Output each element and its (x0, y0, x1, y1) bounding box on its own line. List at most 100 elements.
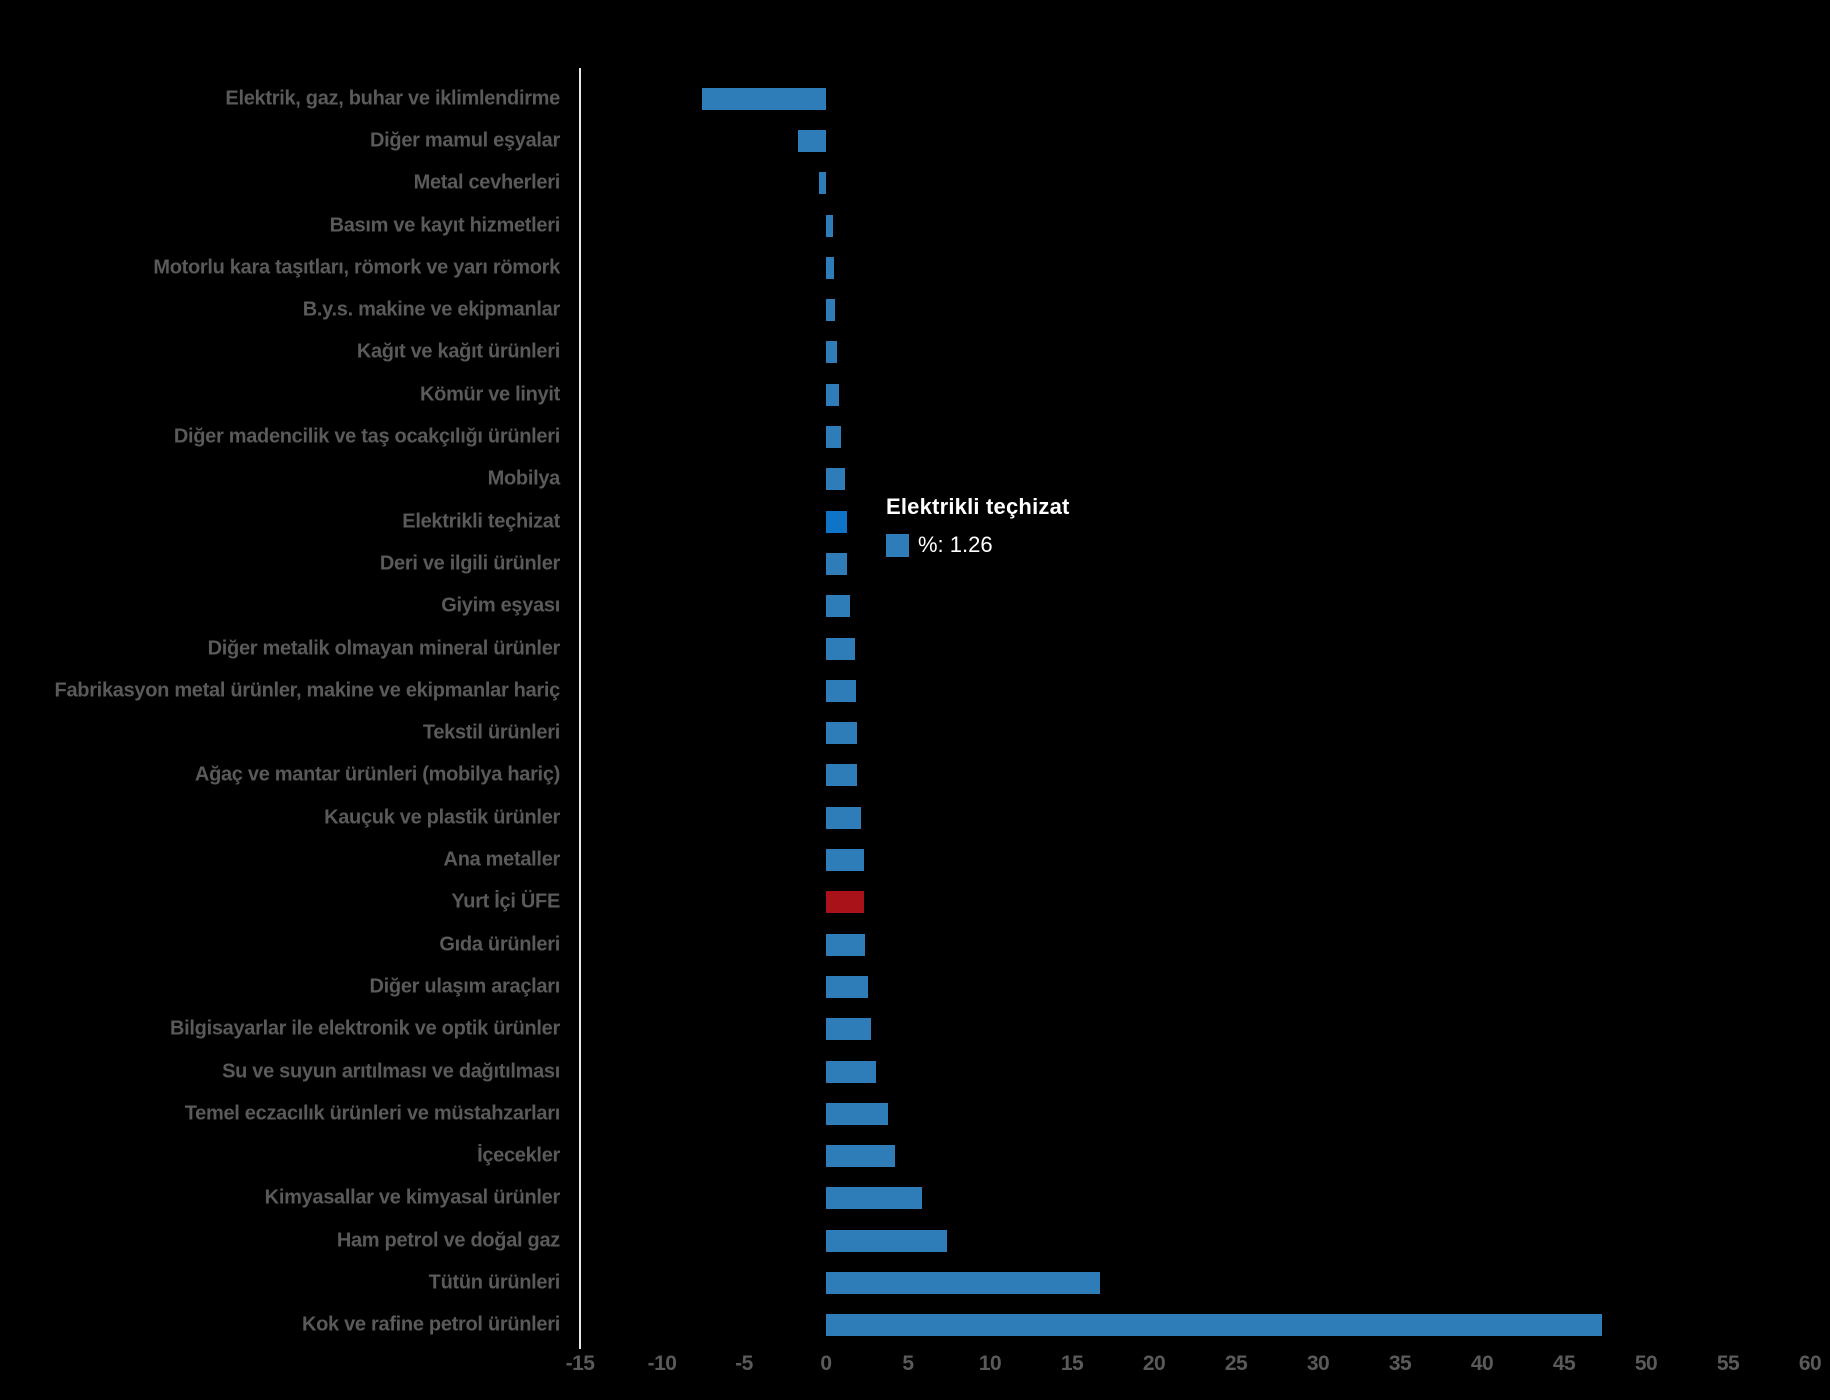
category-label: Tütün ürünleri (428, 1271, 561, 1294)
category-label: İçecekler (477, 1144, 560, 1167)
bar-pos[interactable] (826, 1314, 1603, 1337)
category-axis-line (579, 68, 581, 1349)
chart-row: İçecekler (0, 1135, 1830, 1177)
chart-row: Diğer metalik olmayan mineral ürünler (0, 627, 1830, 669)
chart-row: Yurt İçi ÜFE (0, 881, 1830, 923)
x-tick-label: 50 (1634, 1352, 1658, 1375)
bar-neg[interactable] (818, 172, 826, 195)
bar-pos[interactable] (826, 679, 856, 702)
tooltip-value: %: 1.26 (918, 532, 993, 557)
tooltip-value-row: %: 1.26 (886, 532, 1070, 558)
bar-pos[interactable] (826, 1060, 876, 1083)
category-label: Gıda ürünleri (439, 933, 560, 956)
chart-row: Kömür ve linyit (0, 374, 1830, 416)
bar-pos[interactable] (826, 1272, 1101, 1295)
chart-row: Elektrik, gaz, buhar ve iklimlendirme (0, 78, 1830, 120)
x-tick-label: 35 (1388, 1352, 1412, 1375)
category-label: Giyim eşyası (441, 594, 560, 617)
x-tick-label: 55 (1716, 1352, 1740, 1375)
bar-pos[interactable] (826, 214, 833, 237)
bar-neg[interactable] (798, 129, 826, 152)
bar-pos[interactable] (826, 975, 869, 998)
bar-pos[interactable] (826, 891, 865, 914)
chart-row: Su ve suyun arıtılması ve dağıtılması (0, 1050, 1830, 1092)
tooltip: Elektrikli teçhizat %: 1.26 (886, 494, 1070, 558)
bar-pos[interactable] (826, 764, 858, 787)
x-tick-label: -15 (565, 1352, 595, 1375)
category-label: Kömür ve linyit (420, 383, 560, 406)
category-label: Ham petrol ve doğal gaz (336, 1229, 560, 1252)
category-label: Fabrikasyon metal ürünler, makine ve eki… (54, 679, 561, 702)
category-label: Kok ve rafine petrol ürünleri (301, 1313, 560, 1336)
chart-row: Ham petrol ve doğal gaz (0, 1220, 1830, 1262)
category-label: Bilgisayarlar ile elektronik ve optik ür… (170, 1017, 560, 1040)
category-label: Ana metaller (443, 848, 561, 871)
x-tick-label: 40 (1470, 1352, 1494, 1375)
chart-row: B.y.s. makine ve ekipmanlar (0, 289, 1830, 331)
x-tick-label: -5 (735, 1352, 753, 1375)
bar-pos[interactable] (826, 806, 861, 829)
category-label: Diğer ulaşım araçları (369, 975, 561, 998)
bar-pos[interactable] (826, 341, 837, 364)
chart-row: Diğer madencilik ve taş ocakçılığı ürünl… (0, 416, 1830, 458)
category-label: Tekstil ürünleri (422, 721, 560, 744)
category-label: Mobilya (487, 467, 561, 490)
category-label: Diğer metalik olmayan mineral ürünler (207, 637, 561, 660)
bar-pos[interactable] (826, 299, 836, 322)
bar-pos[interactable] (826, 1145, 895, 1168)
chart-row: Mobilya (0, 458, 1830, 500)
bar-pos[interactable] (826, 468, 846, 491)
category-label: Kimyasallar ve kimyasal ürünler (264, 1186, 561, 1209)
chart-row: Tekstil ürünleri (0, 712, 1830, 754)
chart-row: Diğer ulaşım araçları (0, 966, 1830, 1008)
chart-row: Kağıt ve kağıt ürünleri (0, 331, 1830, 373)
x-tick-label: 10 (978, 1352, 1002, 1375)
category-label: B.y.s. makine ve ekipmanlar (302, 298, 561, 321)
category-label: Elektrik, gaz, buhar ve iklimlendirme (225, 87, 560, 110)
x-tick-label: 20 (1142, 1352, 1166, 1375)
category-label: Temel eczacılık ürünleri ve müstahzarlar… (184, 1102, 561, 1125)
bar-pos[interactable] (826, 426, 841, 449)
chart-row: Fabrikasyon metal ürünler, makine ve eki… (0, 670, 1830, 712)
category-label: Yurt İçi ÜFE (451, 890, 560, 913)
chart-row: Kok ve rafine petrol ürünleri (0, 1304, 1830, 1346)
bar-pos[interactable] (826, 849, 864, 872)
bar-pos[interactable] (826, 1229, 947, 1252)
chart-row: Kauçuk ve plastik ürünler (0, 797, 1830, 839)
category-label: Motorlu kara taşıtları, römork ve yarı r… (153, 256, 560, 279)
bar-pos[interactable] (826, 1018, 871, 1041)
chart-row: Basım ve kayıt hizmetleri (0, 204, 1830, 246)
bar-pos[interactable] (826, 722, 857, 745)
category-label: Diğer madencilik ve taş ocakçılığı ürünl… (173, 425, 560, 448)
x-tick-label: 60 (1798, 1352, 1822, 1375)
chart-row: Kimyasallar ve kimyasal ürünler (0, 1177, 1830, 1219)
chart-row: Deri ve ilgili ürünler (0, 543, 1830, 585)
chart-row: Tütün ürünleri (0, 1262, 1830, 1304)
category-label: Su ve suyun arıtılması ve dağıtılması (222, 1060, 560, 1083)
chart-row: Ağaç ve mantar ürünleri (mobilya hariç) (0, 754, 1830, 796)
bar-pos[interactable] (826, 1187, 923, 1210)
bar-pos[interactable] (826, 933, 866, 956)
bar-pos[interactable] (826, 595, 850, 618)
chart-row: Giyim eşyası (0, 585, 1830, 627)
category-label: Basım ve kayıt hizmetleri (329, 214, 561, 237)
x-tick-label: -10 (647, 1352, 677, 1375)
category-label: Kağıt ve kağıt ürünleri (356, 340, 560, 363)
bar-pos[interactable] (826, 552, 848, 575)
chart-row: Motorlu kara taşıtları, römork ve yarı r… (0, 247, 1830, 289)
x-tick-label: 15 (1060, 1352, 1084, 1375)
chart-row: Elektrikli teçhizat (0, 501, 1830, 543)
x-tick-label: 30 (1306, 1352, 1330, 1375)
bar-pos[interactable] (826, 256, 835, 279)
category-label: Kauçuk ve plastik ürünler (324, 806, 560, 829)
x-tick-label: 0 (820, 1352, 832, 1375)
category-label: Ağaç ve mantar ürünleri (mobilya hariç) (194, 763, 560, 786)
category-label: Deri ve ilgili ürünler (379, 552, 560, 575)
bar-pos[interactable] (826, 510, 847, 533)
bar-pos[interactable] (826, 1102, 889, 1125)
bar-pos[interactable] (826, 383, 839, 406)
bar-neg[interactable] (701, 87, 826, 110)
category-label: Diğer mamul eşyalar (370, 129, 560, 152)
bar-pos[interactable] (826, 637, 856, 660)
